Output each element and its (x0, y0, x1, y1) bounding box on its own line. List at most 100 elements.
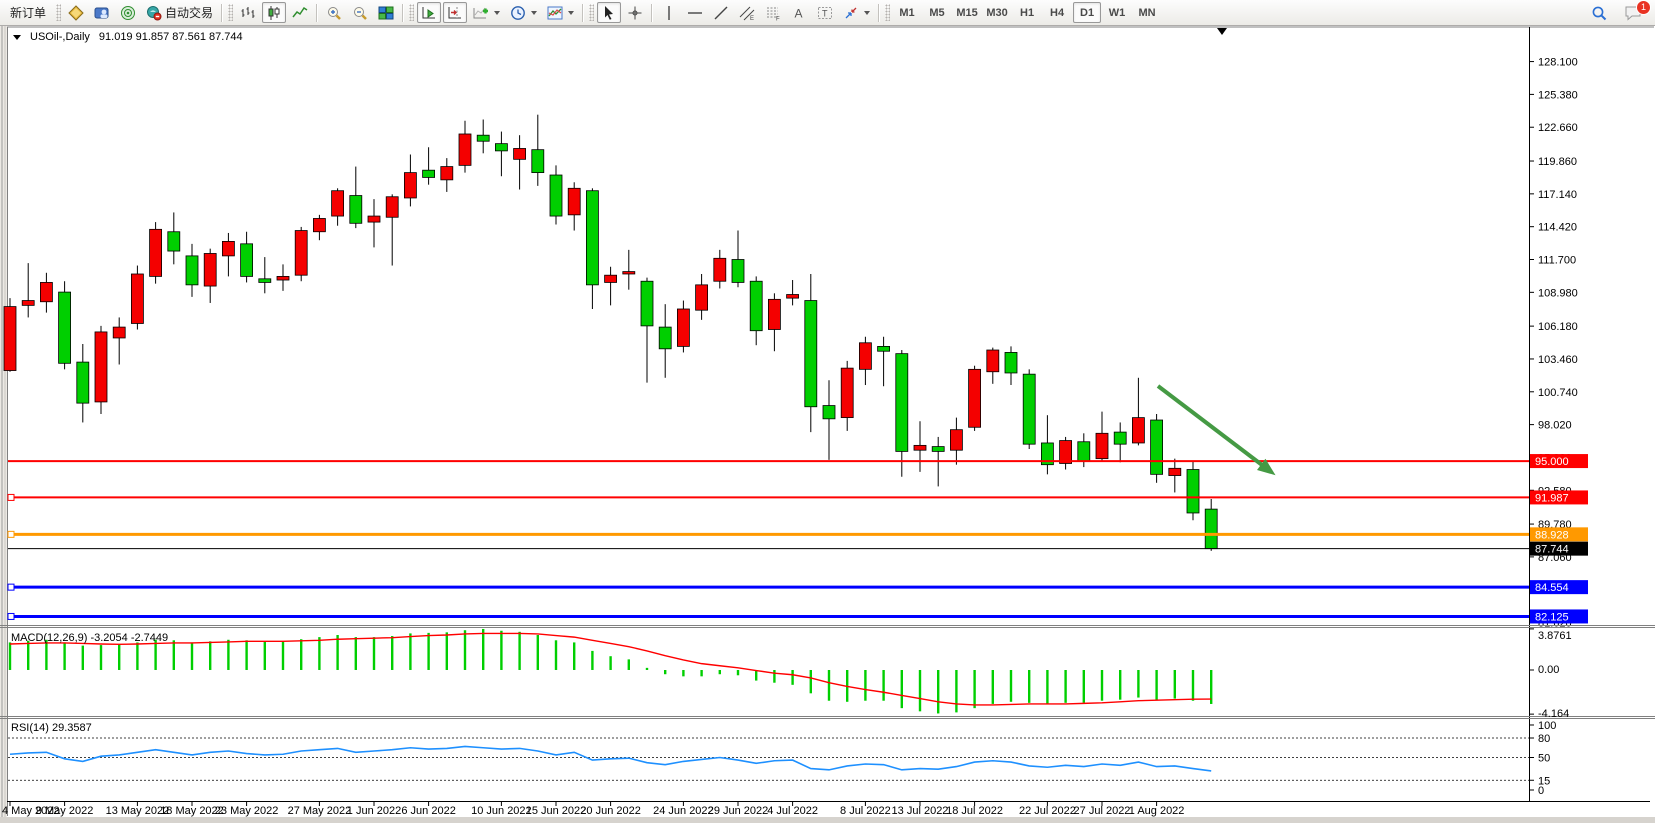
timeframe-button-H1[interactable]: H1 (1013, 2, 1041, 23)
candle-body (640, 280, 654, 327)
macd-tick-label: -4.164 (1538, 708, 1569, 720)
trend-arrow[interactable] (1156, 384, 1268, 470)
candle-body (731, 259, 745, 283)
hline-price-label-bg (1530, 609, 1588, 624)
periods-clock-icon (511, 5, 525, 20)
chart-dropdown-icon[interactable] (13, 34, 21, 40)
candle-body (1186, 469, 1200, 514)
search-button[interactable] (1586, 2, 1612, 23)
hline-price-label-bg (1530, 490, 1588, 505)
candle-body (1168, 467, 1182, 476)
timeframe-button-M30[interactable]: M30 (983, 2, 1011, 23)
chart-shift-marker[interactable] (1217, 28, 1227, 35)
date-label: 13 Jul 2022 (892, 805, 949, 817)
tile-windows-button[interactable] (374, 2, 398, 23)
arrows-button[interactable] (839, 2, 874, 23)
templates-button[interactable] (543, 2, 578, 23)
equidistant-channel-button[interactable]: E (735, 2, 759, 23)
text-button[interactable]: A (787, 2, 811, 23)
terminal-button[interactable] (116, 2, 140, 23)
price-tick-label: 106.180 (1538, 321, 1578, 333)
new-order-button[interactable]: 新订单 (3, 2, 53, 23)
timeframe-button-M1[interactable]: M1 (893, 2, 921, 23)
indicators-button[interactable] (469, 2, 504, 23)
timeframe-button-D1[interactable]: D1 (1073, 2, 1102, 23)
candle-body (76, 361, 90, 404)
right-tools: 1 (1585, 0, 1651, 23)
timeframe-button-M5[interactable]: M5 (923, 2, 951, 23)
hline-handle[interactable] (7, 530, 15, 538)
cursor-button[interactable] (597, 2, 622, 23)
price-tick-label: 122.660 (1538, 122, 1578, 134)
notifications-button[interactable]: 1 (1620, 0, 1651, 23)
timeframe-button-W1[interactable]: W1 (1103, 2, 1131, 23)
candle-body (221, 241, 235, 257)
periods-button[interactable] (506, 2, 541, 23)
candle-body (822, 405, 836, 420)
toolbar-grip[interactable] (56, 4, 62, 21)
horizontal-line-button[interactable] (683, 2, 707, 23)
hline-handle[interactable] (7, 612, 15, 620)
bar-chart-button[interactable] (236, 2, 260, 23)
dropdown-caret (494, 10, 501, 15)
rsi-tick-label: 50 (1538, 752, 1550, 764)
price-tick-label: 114.420 (1538, 222, 1577, 234)
market-watch-button[interactable] (64, 2, 88, 23)
date-label: 8 Jul 2022 (840, 805, 891, 817)
macd-label: MACD(12,26,9) -3.2054 -2.7449 (11, 632, 168, 644)
crosshair-button[interactable] (623, 2, 647, 23)
candle-body (3, 306, 17, 371)
candle-body (240, 243, 254, 277)
candle-body (549, 174, 563, 217)
fibonacci-icon: F (767, 7, 780, 21)
candlestick-chart-button[interactable] (262, 2, 287, 23)
price-tick-label: 100.740 (1538, 387, 1578, 399)
dropdown-caret (568, 10, 575, 15)
candle-body (1059, 440, 1072, 464)
toolbar-grip[interactable] (885, 4, 891, 21)
fibonacci-button[interactable]: F (761, 2, 785, 23)
chart-shift-button[interactable] (443, 2, 468, 23)
candle-body (986, 349, 1000, 373)
chart-shift-icon (448, 6, 462, 18)
vertical-line-button[interactable] (657, 2, 681, 23)
date-label: 4 Jul 2022 (767, 805, 818, 817)
toolbar-grip[interactable] (409, 4, 415, 21)
candle-body (895, 353, 909, 452)
autotrading-icon (147, 5, 162, 20)
toolbar-grip[interactable] (589, 4, 595, 21)
hline-handle[interactable] (7, 493, 15, 501)
candle-body (185, 255, 199, 286)
candle-body (804, 300, 818, 408)
toolbar-separator (221, 3, 224, 22)
candle-body (458, 133, 472, 166)
text-label-button[interactable]: T (813, 2, 837, 23)
candle-body (713, 257, 727, 282)
timeframe-button-MN[interactable]: MN (1133, 2, 1161, 23)
line-chart-icon (292, 6, 308, 17)
zoom-out-button[interactable] (348, 2, 372, 23)
hline-handle[interactable] (7, 583, 15, 591)
toolbar-grip[interactable] (228, 4, 234, 21)
hline-price-label-bg (1530, 541, 1588, 556)
rsi-line (9, 745, 1212, 772)
candle-body (531, 149, 545, 174)
zoom-in-button[interactable] (322, 2, 346, 23)
navigator-button[interactable] (90, 2, 114, 23)
timeframe-button-M15[interactable]: M15 (953, 2, 981, 23)
trend-arrow-head[interactable] (1256, 458, 1276, 476)
toolbar-separator (651, 3, 654, 22)
candle-body (149, 228, 163, 277)
autotrading-button[interactable]: 自动交易 (142, 2, 217, 23)
search-icon (1592, 6, 1607, 20)
price-tick-label: 98.020 (1538, 420, 1572, 432)
date-label: 13 May 2022 (106, 805, 170, 817)
candle-body (331, 190, 345, 217)
timeframe-button-H4[interactable]: H4 (1043, 2, 1071, 23)
line-chart-button[interactable] (288, 2, 312, 23)
auto-scroll-button[interactable] (417, 2, 442, 23)
templates-icon (547, 6, 563, 19)
candle-body (40, 282, 53, 303)
trendline-button[interactable] (709, 2, 733, 23)
